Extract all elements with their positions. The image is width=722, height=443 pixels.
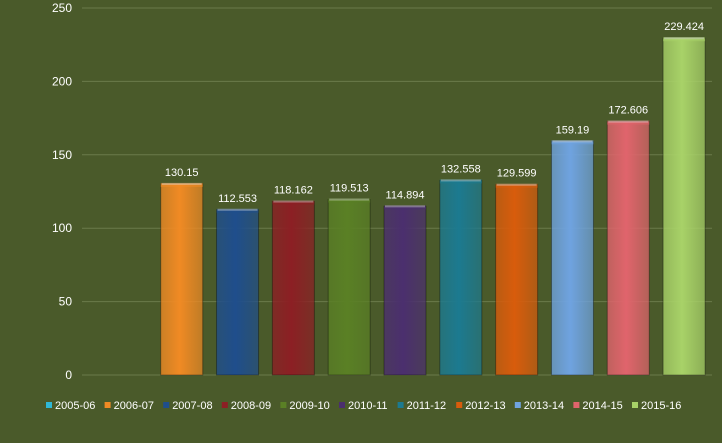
data-label: 119.513 [330, 183, 369, 195]
legend-label: 2005-06 [55, 400, 95, 412]
data-label: 112.553 [218, 193, 257, 205]
legend-label: 2014-15 [582, 400, 622, 412]
legend-label: 2011-12 [407, 400, 447, 412]
data-label: 118.162 [274, 185, 313, 197]
data-label: 129.599 [497, 168, 537, 180]
bar-2013-14 [550, 140, 594, 376]
bar-2008-09 [271, 200, 315, 376]
legend-item-2011-12: 2011-12 [397, 400, 447, 412]
legend-swatch [514, 402, 521, 408]
bar-body [271, 201, 315, 376]
bar-top-highlight [160, 182, 203, 187]
legend-item-2014-15: 2014-15 [573, 400, 623, 412]
y-tick-label: 50 [59, 295, 73, 309]
bar-top-shine [161, 182, 202, 185]
bar-top-shine [273, 200, 314, 203]
bar-body [216, 209, 260, 376]
bar-top-highlight [439, 179, 482, 184]
legend-item-2009-10: 2009-10 [280, 400, 330, 412]
legend-swatch [632, 402, 638, 408]
legend-label: 2010-11 [348, 400, 388, 412]
bar-top-highlight [495, 183, 538, 188]
bar-body [662, 37, 706, 376]
legend-item-2006-07: 2006-07 [104, 400, 154, 412]
bar-top-highlight [663, 37, 706, 42]
legend-swatch [456, 402, 463, 408]
bar-top-highlight [384, 205, 426, 210]
legend-swatch [280, 402, 287, 408]
bar-2015-16 [662, 37, 706, 376]
bar-2006-07 [160, 182, 204, 376]
data-label: 229.424 [664, 21, 704, 33]
bar-top-shine [440, 179, 481, 182]
legend-swatch [339, 402, 345, 408]
legend-label: 2006-07 [114, 400, 154, 412]
legend-swatch [573, 402, 580, 408]
data-label: 159.19 [556, 124, 590, 136]
bar-top-highlight [272, 200, 315, 205]
bar-top-shine [385, 205, 425, 208]
y-tick-label: 0 [65, 368, 72, 382]
legend-label: 2015-16 [641, 400, 681, 412]
bar-2014-15 [606, 120, 650, 376]
legend-item-2012-13: 2012-13 [456, 400, 506, 412]
data-label: 132.558 [441, 163, 481, 175]
legend-swatch [104, 402, 111, 408]
y-tick-label: 250 [52, 1, 72, 15]
bar-top-highlight [551, 140, 594, 145]
bar-body [550, 140, 594, 376]
bar-body [495, 184, 539, 376]
data-labels: 130.15 112.553 118.162 119.513 114.894 132.55… [165, 21, 704, 205]
legend-swatch [397, 402, 404, 408]
legend-label: 2009-10 [289, 400, 329, 412]
bar-body [160, 183, 204, 376]
legend-item-2010-11: 2010-11 [339, 400, 388, 412]
bar-2010-11 [383, 205, 427, 376]
y-tick-label: 100 [52, 221, 72, 235]
bar-2009-10 [327, 198, 371, 376]
bar-top-highlight [607, 120, 650, 125]
legend-label: 2007-08 [172, 400, 212, 412]
legend-label: 2012-13 [465, 400, 505, 412]
legend-item-2005-06: 2005-06 [46, 400, 95, 412]
legend-label: 2008-09 [231, 400, 271, 412]
bar-2012-13 [495, 183, 539, 376]
legend-swatch [46, 402, 52, 408]
legend-swatch [163, 402, 170, 408]
data-label: 172.606 [608, 105, 648, 117]
y-axis-ticks: 0 50 100 150 200 250 [52, 1, 72, 382]
bar-body [606, 121, 650, 376]
bar-body [439, 179, 483, 376]
bar-top-shine [217, 208, 258, 211]
legend-swatch [221, 402, 228, 408]
bar-top-shine [608, 120, 649, 123]
legend-label: 2013-14 [524, 400, 564, 412]
legend: 2005-06 2006-07 2007-08 2008-09 2009-10 2010-… [46, 400, 681, 412]
bar-top-highlight [328, 198, 371, 203]
data-label: 130.15 [165, 167, 199, 179]
bar-body [383, 205, 427, 376]
y-tick-label: 200 [52, 74, 72, 88]
bar-body [327, 199, 371, 376]
bar-2011-12 [439, 179, 483, 376]
bar-top-shine [496, 183, 537, 186]
legend-item-2007-08: 2007-08 [163, 400, 213, 412]
legend-item-2008-09: 2008-09 [221, 400, 271, 412]
y-tick-label: 150 [52, 148, 72, 162]
data-label: 114.894 [386, 189, 425, 201]
legend-item-2013-14: 2013-14 [514, 400, 564, 412]
bars [160, 37, 706, 376]
bar-2007-08 [216, 208, 260, 376]
bar-top-highlight [216, 208, 259, 213]
bar-top-shine [329, 198, 370, 201]
bar-top-shine [552, 140, 593, 143]
legend-item-2015-16: 2015-16 [632, 400, 681, 412]
bar-top-shine [664, 37, 705, 40]
